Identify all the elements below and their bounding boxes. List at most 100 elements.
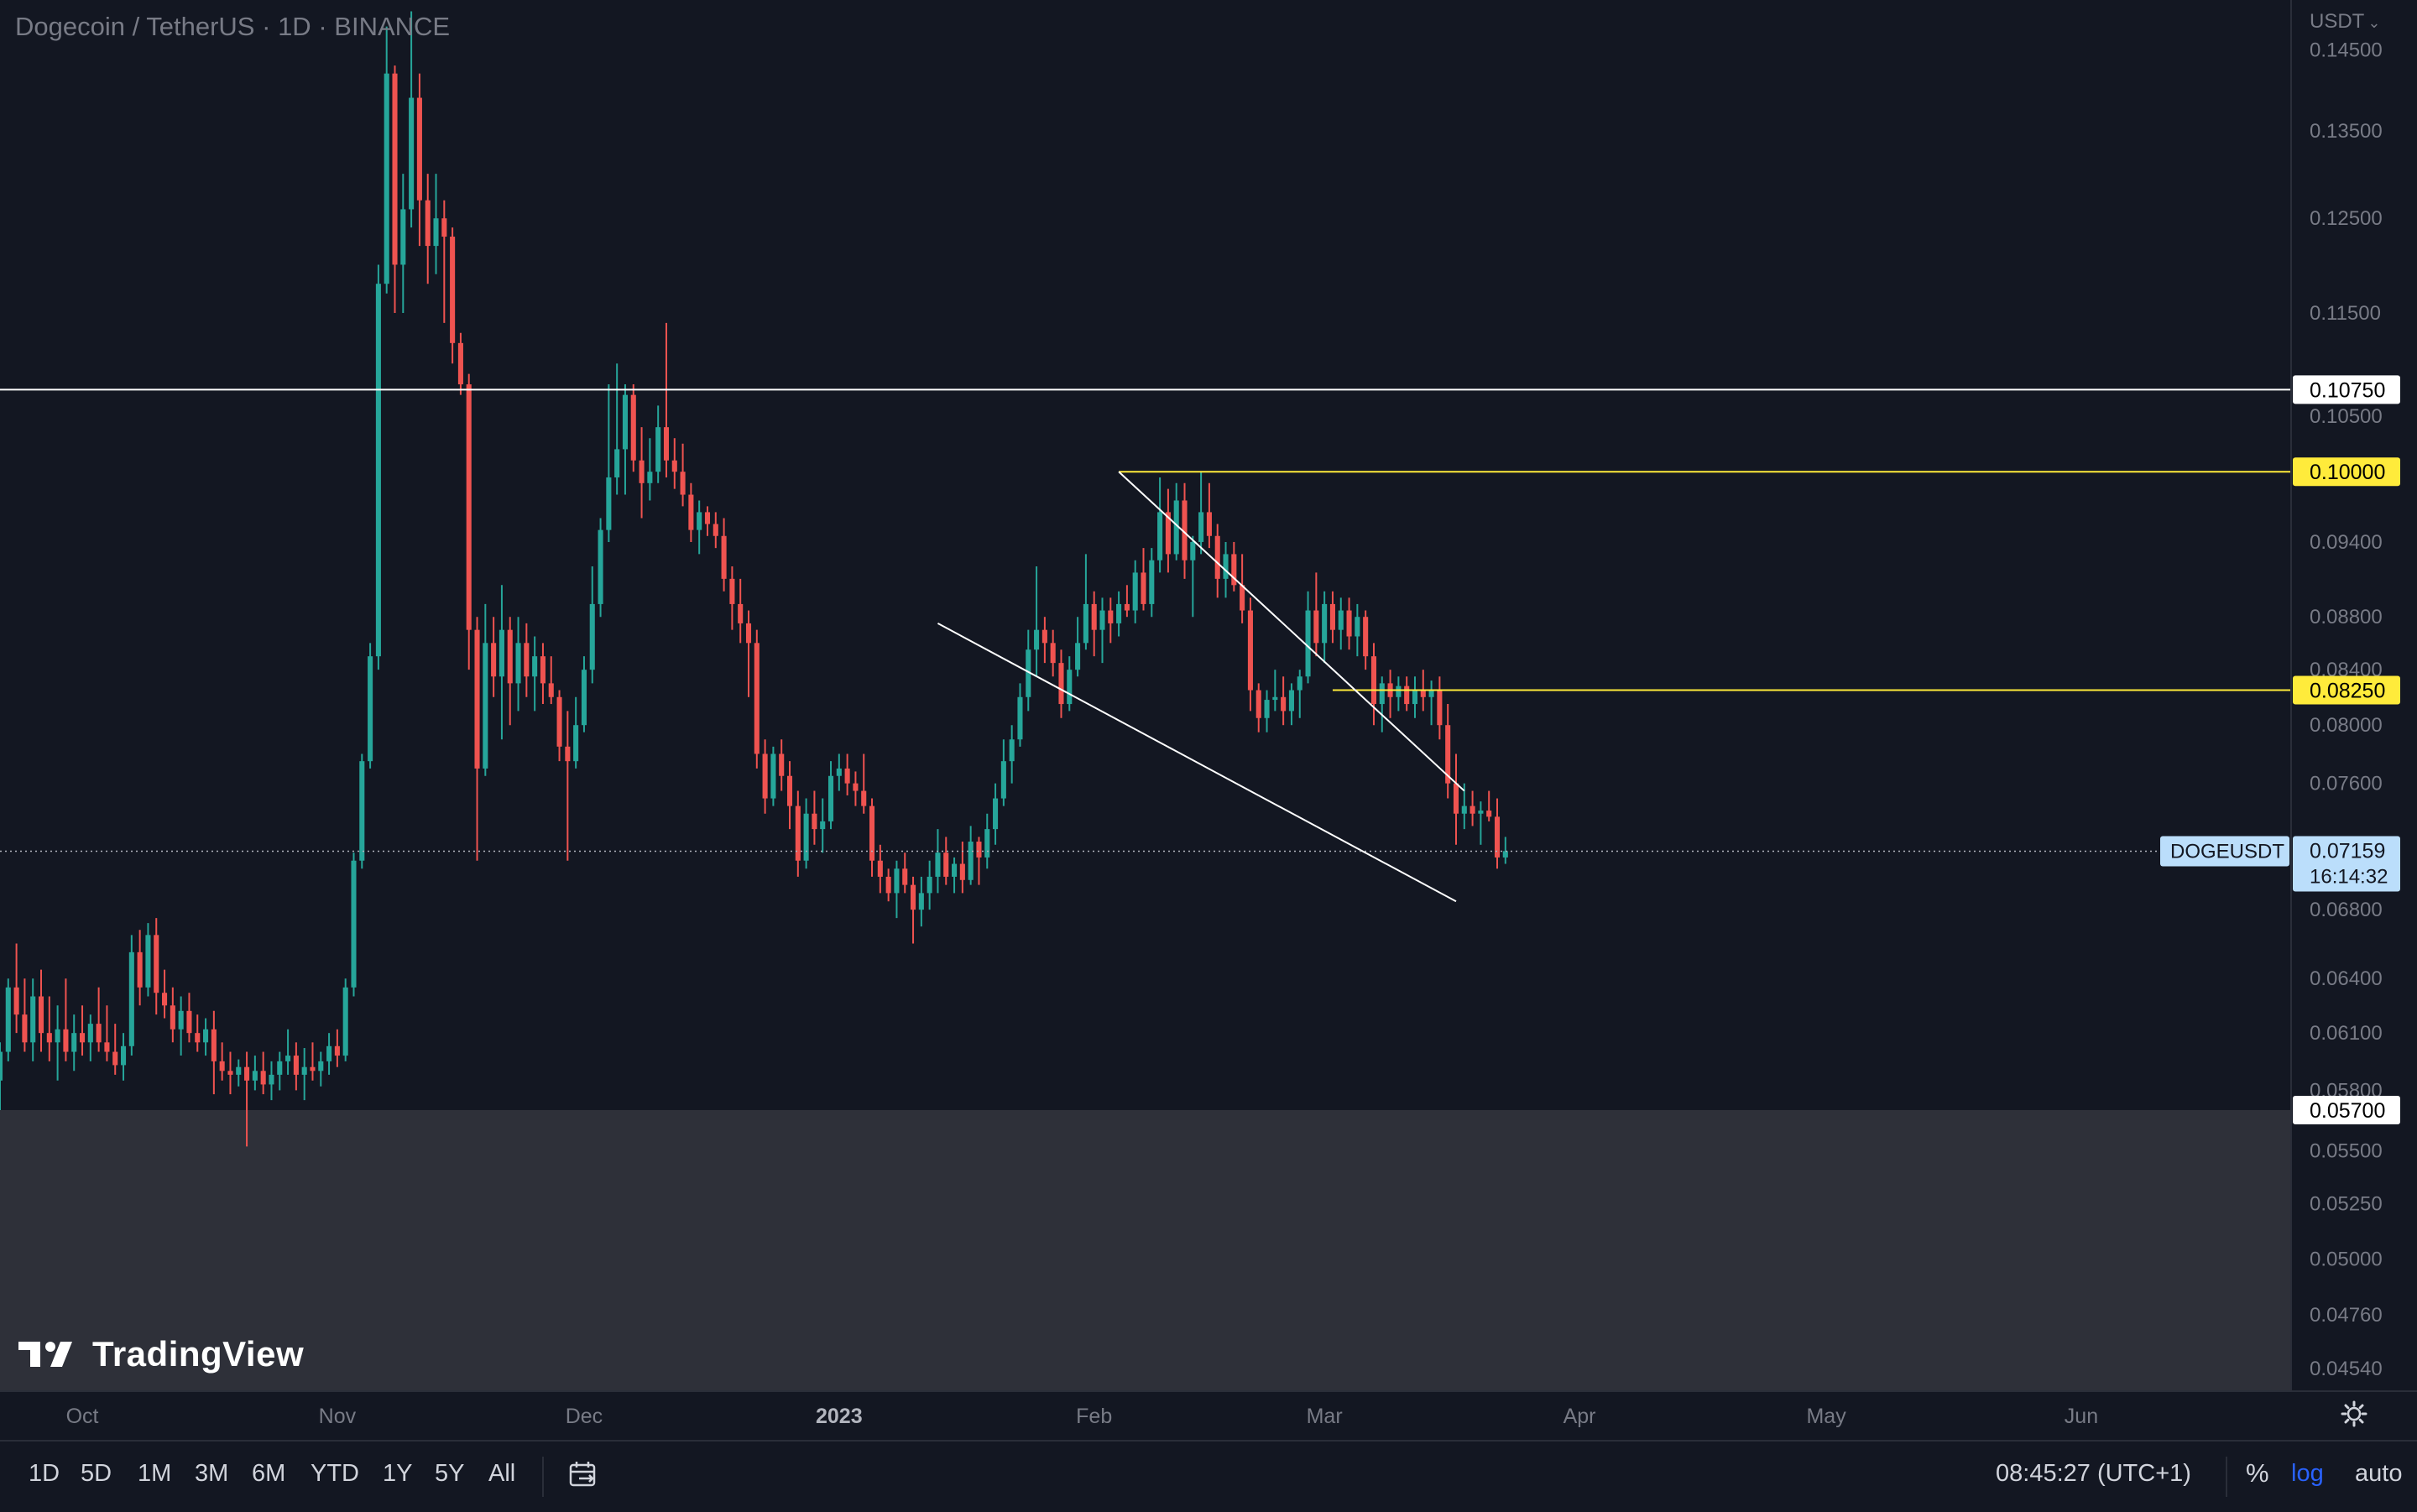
candle-body[interactable] — [770, 753, 776, 799]
candle-body[interactable] — [573, 725, 579, 762]
symbol-name[interactable]: Dogecoin / TetherUS — [15, 12, 255, 41]
candle-body[interactable] — [1346, 610, 1352, 637]
candle-body[interactable] — [540, 656, 546, 684]
candle-body[interactable] — [565, 746, 571, 762]
candle-body[interactable] — [556, 696, 562, 747]
tradingview-logo[interactable]: TradingView — [18, 1334, 304, 1374]
candle-body[interactable] — [1041, 629, 1047, 644]
settings-gear-icon[interactable] — [2340, 1400, 2368, 1428]
candle-body[interactable] — [697, 512, 702, 530]
candle-body[interactable] — [269, 1074, 274, 1085]
candle-body[interactable] — [1272, 696, 1278, 701]
candle-body[interactable] — [1157, 512, 1163, 560]
candle-body[interactable] — [170, 1005, 175, 1030]
candle-body[interactable] — [0, 1051, 3, 1081]
candle-body[interactable] — [984, 829, 990, 858]
candle-body[interactable] — [885, 876, 891, 894]
candle-body[interactable] — [729, 578, 735, 604]
candle-body[interactable] — [30, 996, 36, 1043]
interval-label[interactable]: 1D — [278, 12, 311, 41]
timeframe-3m-button[interactable]: 3M — [195, 1460, 229, 1487]
candle-body[interactable] — [803, 813, 809, 861]
candle-body[interactable] — [911, 884, 916, 910]
candle-body[interactable] — [935, 852, 941, 877]
candle-body[interactable] — [1116, 603, 1122, 623]
candle-body[interactable] — [1288, 690, 1294, 712]
candle-body[interactable] — [384, 73, 389, 284]
candle-body[interactable] — [786, 775, 793, 806]
trendline[interactable] — [937, 623, 1457, 903]
candle-body[interactable] — [1478, 811, 1484, 814]
candle-body[interactable] — [301, 1066, 307, 1075]
candle-body[interactable] — [877, 860, 883, 877]
candle-body[interactable] — [589, 603, 595, 670]
candle-body[interactable] — [5, 987, 11, 1052]
candle-body[interactable] — [861, 790, 867, 806]
candle-body[interactable] — [1132, 572, 1138, 611]
candle-body[interactable] — [318, 1061, 324, 1071]
candle-body[interactable] — [663, 427, 670, 461]
candle-body[interactable] — [310, 1066, 316, 1071]
auto-scale-toggle[interactable]: auto — [2355, 1460, 2403, 1487]
candle-body[interactable] — [120, 1045, 127, 1066]
candle-body[interactable] — [1255, 690, 1261, 718]
candle-body[interactable] — [1058, 663, 1064, 705]
candle-body[interactable] — [1141, 572, 1146, 604]
candle-body[interactable] — [745, 623, 752, 644]
candle-body[interactable] — [491, 643, 497, 677]
candle-body[interactable] — [836, 768, 842, 776]
candle-body[interactable] — [976, 842, 982, 858]
candle-body[interactable] — [1091, 603, 1097, 630]
timeframe-1y-button[interactable]: 1Y — [383, 1460, 413, 1487]
candle-body[interactable] — [55, 1029, 60, 1043]
candle-body[interactable] — [1379, 683, 1385, 705]
percent-scale-toggle[interactable]: % — [2246, 1458, 2269, 1488]
candle-body[interactable] — [1494, 816, 1501, 858]
candle-body[interactable] — [96, 1024, 102, 1043]
candle-body[interactable] — [779, 753, 785, 776]
candle-body[interactable] — [993, 798, 999, 830]
candle-body[interactable] — [1445, 725, 1451, 784]
candle-body[interactable] — [704, 512, 711, 524]
candle-body[interactable] — [918, 893, 924, 910]
candle-body[interactable] — [927, 876, 932, 894]
candle-body[interactable] — [844, 768, 850, 784]
candle-body[interactable] — [457, 342, 463, 385]
candle-body[interactable] — [902, 868, 908, 885]
candle-body[interactable] — [211, 1029, 217, 1061]
candle-body[interactable] — [293, 1056, 299, 1075]
candle-body[interactable] — [342, 987, 348, 1056]
candle-body[interactable] — [236, 1066, 242, 1075]
candle-body[interactable] — [87, 1024, 93, 1043]
candle-body[interactable] — [1009, 739, 1015, 762]
timeframe-1d-button[interactable]: 1D — [29, 1460, 60, 1487]
candle-body[interactable] — [952, 863, 958, 877]
candle-body[interactable] — [524, 643, 530, 677]
candle-body[interactable] — [1281, 696, 1287, 712]
candle-body[interactable] — [186, 1010, 192, 1034]
candle-body[interactable] — [46, 1033, 52, 1043]
candle-body[interactable] — [532, 656, 538, 677]
candle-body[interactable] — [483, 643, 488, 769]
candle-body[interactable] — [1313, 610, 1319, 644]
candle-body[interactable] — [614, 449, 620, 477]
candle-body[interactable] — [219, 1061, 225, 1071]
log-scale-toggle[interactable]: log — [2291, 1460, 2324, 1487]
candle-body[interactable] — [869, 806, 875, 861]
candle-body[interactable] — [1363, 617, 1369, 657]
candle-body[interactable] — [260, 1071, 266, 1085]
candle-body[interactable] — [441, 218, 447, 237]
candle-body[interactable] — [277, 1061, 283, 1075]
candle-body[interactable] — [22, 1014, 28, 1043]
candle-body[interactable] — [581, 670, 587, 726]
candle-body[interactable] — [351, 860, 357, 988]
candle-body[interactable] — [515, 643, 521, 684]
candle-body[interactable] — [1173, 500, 1179, 555]
candle-body[interactable] — [1017, 696, 1023, 740]
candle-body[interactable] — [1240, 585, 1245, 611]
candle-body[interactable] — [713, 524, 718, 536]
candle-body[interactable] — [71, 1033, 77, 1052]
candle-body[interactable] — [1190, 541, 1196, 560]
candle-body[interactable] — [162, 993, 168, 1006]
candle-body[interactable] — [13, 987, 19, 1015]
